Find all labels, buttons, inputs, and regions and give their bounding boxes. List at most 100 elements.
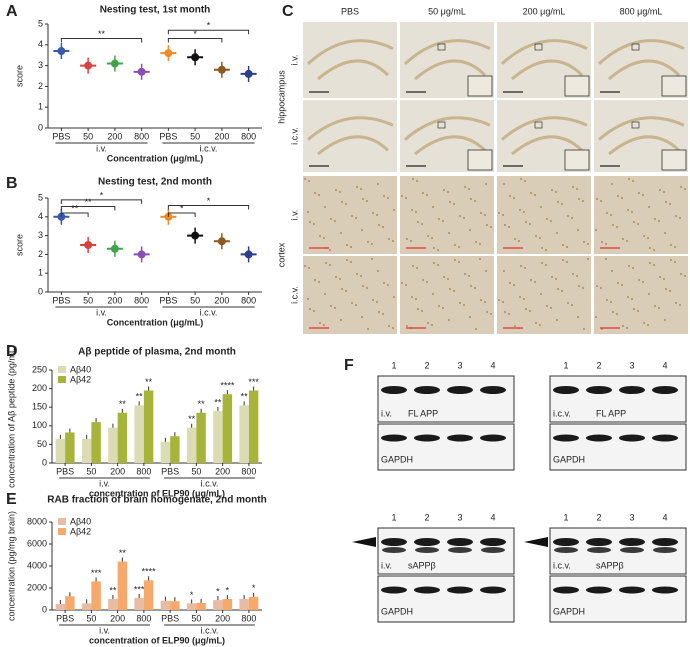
cell (405, 197, 407, 199)
x-tick-label: 800 (241, 131, 256, 141)
significance: ** (136, 392, 144, 402)
cell (346, 244, 348, 246)
cell (309, 221, 311, 223)
cell (628, 265, 630, 267)
cell (627, 296, 629, 298)
cell (314, 279, 316, 281)
chart-title: Nesting test, 1st month (100, 5, 211, 16)
micrograph (303, 176, 397, 254)
bar (160, 600, 171, 610)
y-tick-label: 0 (42, 604, 47, 614)
cell (502, 301, 504, 303)
x-tick-label: 200 (215, 613, 230, 623)
cell (605, 258, 607, 260)
cell (550, 307, 552, 309)
cell (454, 244, 456, 246)
significance: ** (119, 548, 127, 558)
bar (117, 561, 128, 610)
cell (631, 211, 633, 213)
cell (627, 209, 629, 211)
band (414, 434, 440, 442)
cell (622, 325, 624, 327)
cell (670, 244, 672, 246)
y-tick-label: 8000 (27, 516, 47, 526)
cell (361, 229, 363, 231)
cell (372, 212, 374, 214)
dot (137, 250, 146, 259)
hippocampus-tissue (501, 116, 588, 156)
cell (361, 316, 363, 318)
cell (448, 319, 450, 321)
x-tick-label: 800 (241, 613, 256, 623)
cell (382, 313, 384, 315)
group-label: i.v. (96, 143, 107, 153)
cell (388, 238, 390, 240)
cell (612, 224, 614, 226)
cell (605, 243, 607, 245)
band (414, 538, 440, 546)
bar (170, 601, 180, 610)
cell (454, 259, 456, 261)
cell (448, 232, 450, 234)
blot-control (549, 575, 687, 623)
x-tick-label: 200 (110, 613, 125, 623)
y-axis-label: score (14, 65, 24, 87)
cell (566, 246, 568, 248)
significance: ** (71, 203, 79, 213)
cell (523, 298, 525, 300)
lane-number: 3 (629, 512, 634, 522)
cell (468, 188, 470, 190)
cell (304, 178, 306, 180)
cell (437, 264, 439, 266)
band (447, 586, 473, 594)
cell (638, 279, 640, 281)
cell (411, 209, 413, 211)
cell (360, 275, 362, 277)
cell (485, 270, 487, 272)
cell (372, 299, 374, 301)
hippocampus-tissue (500, 39, 588, 81)
y-tick-label: 0 (38, 286, 43, 296)
cell (583, 241, 585, 243)
cell (562, 259, 564, 261)
cell (513, 197, 515, 199)
band (382, 547, 406, 553)
cell (546, 305, 548, 307)
cell (432, 293, 434, 295)
cell (638, 192, 640, 194)
x-tick-label: PBS (56, 613, 74, 623)
band (381, 386, 407, 394)
y-tick-label: 1 (38, 102, 43, 112)
lane-number: 1 (563, 512, 568, 522)
y-tick-label: 4000 (27, 560, 47, 570)
y-tick-label: 5 (38, 18, 43, 28)
bracket (60, 38, 143, 43)
bar (186, 603, 197, 610)
cell (411, 296, 413, 298)
y-tick-label: 200 (32, 383, 47, 393)
y-tick-label: 4 (38, 39, 43, 49)
x-tick-label: 800 (136, 613, 151, 623)
cell (376, 301, 378, 303)
x-axis-label: Concentration (μg/mL) (107, 317, 204, 327)
bar (143, 390, 154, 463)
lane-number: 1 (391, 360, 396, 370)
cell (617, 195, 619, 197)
cell (329, 249, 331, 251)
cell (421, 223, 423, 225)
panel-label: B (6, 175, 18, 192)
significance: **** (220, 381, 235, 391)
cell (684, 188, 686, 190)
cell (304, 265, 306, 267)
cell (362, 198, 364, 200)
arrow (352, 537, 376, 547)
cell (529, 223, 531, 225)
control-label: GAPDH (381, 606, 413, 616)
cell (330, 218, 332, 220)
cell (458, 261, 460, 263)
column-header: 800 μg/mL (620, 6, 663, 16)
chart-title: RAB fraction of brain homogenate, 2nd mo… (47, 495, 266, 506)
cell (561, 290, 563, 292)
cell (318, 281, 320, 283)
bracket (167, 29, 250, 35)
